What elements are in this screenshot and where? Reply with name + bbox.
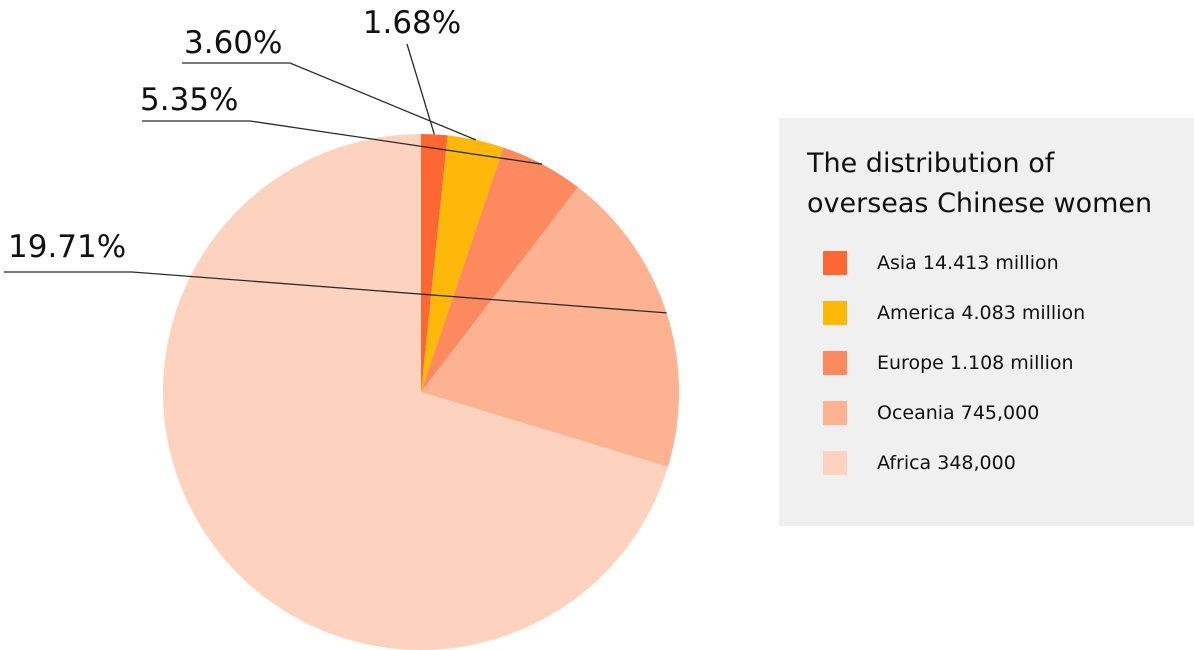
leader-line-3 bbox=[142, 120, 543, 165]
legend-title: The distribution of overseas Chinese wom… bbox=[807, 144, 1187, 224]
leader-lines bbox=[4, 43, 667, 314]
pie-slice-2 bbox=[421, 187, 679, 467]
legend-swatch-europe bbox=[823, 351, 847, 375]
pie-slice-3 bbox=[421, 147, 578, 392]
pie-slice-4 bbox=[421, 135, 504, 392]
legend-item-europe: Europe 1.108 million bbox=[807, 338, 1194, 388]
leader-line-4 bbox=[182, 62, 477, 141]
legend-list: Asia 14.413 million America 4.083 millio… bbox=[807, 238, 1194, 488]
legend-label-oceania: Oceania 745,000 bbox=[877, 402, 1040, 424]
legend-swatch-asia bbox=[823, 251, 847, 275]
legend-item-africa: Africa 348,000 bbox=[807, 438, 1194, 488]
legend-title-line-2: overseas Chinese women bbox=[807, 188, 1153, 219]
pie-chart: 19.71% 5.35% 3.60% 1.68% bbox=[4, 5, 679, 650]
legend-label-europe: Europe 1.108 million bbox=[877, 352, 1074, 374]
percentage-label-5: 1.68% bbox=[363, 5, 461, 41]
legend-label-america: America 4.083 million bbox=[877, 302, 1086, 324]
leader-line-5 bbox=[406, 43, 435, 135]
legend-title-line-1: The distribution of bbox=[807, 148, 1055, 179]
legend-swatch-america bbox=[823, 301, 847, 325]
percentage-labels: 19.71% 5.35% 3.60% 1.68% bbox=[8, 5, 461, 265]
pie-slice-5 bbox=[421, 134, 448, 392]
pie-slice-1 bbox=[162, 134, 668, 650]
legend-item-america: America 4.083 million bbox=[807, 288, 1194, 338]
legend-item-oceania: Oceania 745,000 bbox=[807, 388, 1194, 438]
legend-swatch-africa bbox=[823, 451, 847, 475]
legend-label-africa: Africa 348,000 bbox=[877, 452, 1016, 474]
legend-swatch-oceania bbox=[823, 401, 847, 425]
percentage-label-3: 5.35% bbox=[140, 82, 238, 118]
legend-item-asia: Asia 14.413 million bbox=[807, 238, 1194, 288]
percentage-label-4: 3.60% bbox=[184, 25, 282, 61]
percentage-label-2: 19.71% bbox=[8, 229, 126, 265]
legend: The distribution of overseas Chinese wom… bbox=[779, 118, 1194, 526]
leader-line-2 bbox=[4, 271, 667, 314]
pie-slices bbox=[162, 134, 679, 650]
legend-label-asia: Asia 14.413 million bbox=[877, 252, 1059, 274]
